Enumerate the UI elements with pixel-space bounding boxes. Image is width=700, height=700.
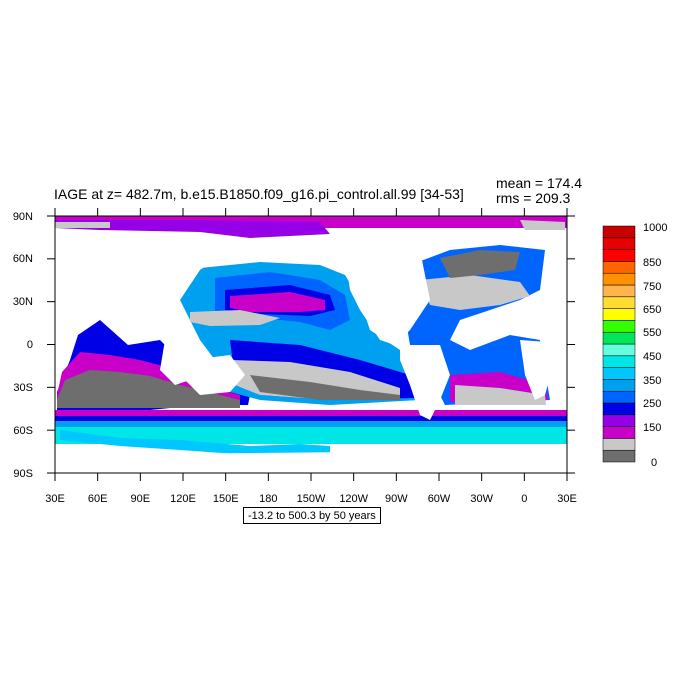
colorbar-swatch — [602, 402, 636, 416]
north-atlantic-gray-dark — [440, 250, 520, 278]
colorbar-swatch — [602, 343, 636, 357]
colorbar-label: 650 — [643, 304, 661, 316]
arctic-purple — [55, 220, 330, 238]
lon-label: 180 — [259, 493, 277, 505]
colorbar-swatch — [602, 261, 636, 274]
lon-label: 150E — [213, 493, 239, 505]
colorbar-swatch — [602, 272, 636, 286]
lat-label: 0 — [27, 339, 33, 351]
lat-label: 60N — [13, 253, 33, 265]
colorbar-label: 550 — [643, 327, 661, 339]
colorbar-labels: 1000 850 750 650 550 450 350 250 150 0 — [643, 222, 667, 469]
land-north-america — [345, 250, 430, 345]
colorbar-label: 250 — [643, 398, 661, 410]
lon-label: 0 — [521, 493, 527, 505]
lon-label: 30E — [45, 493, 65, 505]
lon-label: 90W — [385, 493, 408, 505]
land-eurasia — [70, 236, 230, 320]
land-africa-north — [500, 305, 560, 345]
arctic-gray-east — [520, 220, 565, 230]
colorbar-label: 450 — [643, 351, 661, 363]
colorbar-swatch — [602, 414, 636, 427]
land-australia — [185, 355, 245, 395]
lat-label: 30N — [13, 296, 33, 308]
colorbar-swatch — [602, 367, 636, 380]
lat-label: 30S — [13, 382, 33, 394]
lat-label: 90N — [13, 211, 33, 223]
arctic-gray — [55, 222, 110, 228]
lat-label: 90S — [13, 468, 33, 480]
mean-value: mean = 174.4 — [496, 175, 583, 191]
colorbar-swatch — [602, 296, 636, 309]
colorbar-label: 350 — [643, 375, 661, 387]
colorbar-label: 150 — [643, 422, 661, 434]
colorbar-swatch — [602, 438, 636, 451]
lon-label: 120E — [170, 493, 196, 505]
lon-label: 150W — [297, 493, 326, 505]
lon-label: 30E — [557, 493, 577, 505]
colorbar-swatch — [602, 284, 636, 298]
lat-label: 60S — [13, 425, 33, 437]
colorbar-swatch — [602, 449, 636, 463]
indian-ocean-gray-dark — [57, 370, 240, 408]
north-pacific-magenta — [230, 292, 325, 312]
south-atlantic-gray — [455, 385, 546, 405]
land-south-america — [400, 345, 450, 420]
lon-label: 120W — [339, 493, 368, 505]
lon-label: 90E — [131, 493, 151, 505]
southern-ocean-magenta-band — [55, 410, 567, 416]
axis-ticks — [47, 208, 575, 481]
colorbar — [602, 225, 636, 463]
rms-value: rms = 209.3 — [496, 190, 571, 206]
colorbar-swatch — [602, 331, 636, 345]
colorbar-label: 850 — [643, 257, 661, 269]
colorbar-label: 1000 — [643, 222, 667, 234]
colorbar-swatch — [602, 426, 636, 439]
colorbar-label: 0 — [651, 457, 657, 469]
contour-info-label: -13.2 to 500.3 by 50 years — [243, 507, 381, 524]
lon-label: 60E — [88, 493, 108, 505]
north-pacific-gray — [190, 310, 280, 326]
colorbar-swatch — [602, 379, 636, 392]
southern-ocean-blue-band — [55, 416, 567, 421]
colorbar-swatch — [602, 320, 636, 333]
lon-label: 60W — [428, 493, 451, 505]
colorbar-swatch — [602, 308, 636, 321]
plot-title: IAGE at z= 482.7m, b.e15.B1850.f09_g16.p… — [54, 186, 464, 202]
colorbar-swatch — [602, 390, 636, 404]
colorbar-swatch — [602, 237, 636, 250]
antarctic-shelf-sky — [60, 430, 330, 458]
ocean-field — [55, 216, 567, 473]
lat-labels: 90N 60N 30N 0 30S 60S 90S — [13, 211, 33, 480]
land-africa-south — [520, 340, 552, 400]
colorbar-label: 750 — [643, 281, 661, 293]
colorbar-swatch — [602, 249, 636, 262]
southern-ocean-lightblue-band — [55, 421, 567, 427]
lon-labels: 30E 60E 90E 120E 150E 180 150W 120W 90W … — [45, 493, 577, 505]
north-atlantic-gray — [420, 275, 530, 310]
lon-label: 30W — [470, 493, 493, 505]
land-antarctica — [55, 450, 567, 473]
colorbar-swatch — [602, 355, 636, 368]
colorbar-swatch — [602, 225, 636, 239]
south-pacific-gray-dark — [250, 375, 400, 400]
